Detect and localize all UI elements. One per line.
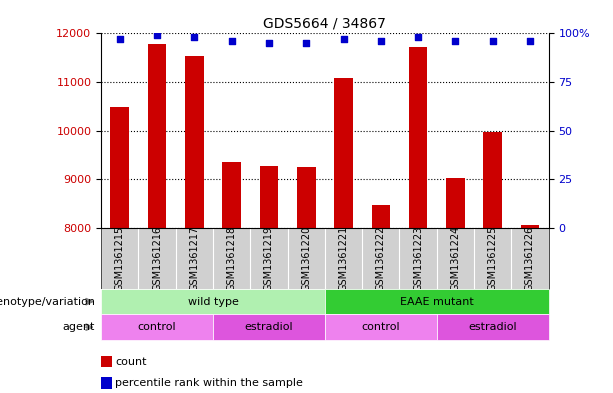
Text: GSM1361217: GSM1361217: [189, 226, 199, 291]
Text: EAAE mutant: EAAE mutant: [400, 297, 474, 307]
Point: [376, 38, 386, 44]
Point: [338, 36, 348, 42]
Point: [302, 40, 311, 46]
Text: count: count: [115, 356, 147, 367]
Bar: [436, 314, 549, 340]
Bar: [223, 162, 241, 228]
Bar: [148, 44, 166, 228]
Text: GSM1361221: GSM1361221: [338, 226, 349, 291]
Text: control: control: [138, 322, 177, 332]
Text: GSM1361222: GSM1361222: [376, 226, 386, 291]
Text: estradiol: estradiol: [245, 322, 293, 332]
Bar: [371, 205, 390, 228]
Bar: [101, 314, 213, 340]
Text: GSM1361224: GSM1361224: [451, 226, 460, 291]
Bar: [484, 132, 502, 228]
Bar: [101, 289, 325, 314]
Text: wild type: wild type: [188, 297, 238, 307]
Text: genotype/variation: genotype/variation: [0, 297, 95, 307]
Bar: [297, 167, 316, 228]
Point: [413, 34, 423, 40]
Point: [115, 36, 124, 42]
Point: [189, 34, 199, 40]
Text: agent: agent: [63, 322, 95, 332]
Point: [227, 38, 237, 44]
Bar: [409, 46, 427, 228]
Text: GSM1361219: GSM1361219: [264, 226, 274, 291]
Bar: [325, 289, 549, 314]
Text: control: control: [362, 322, 400, 332]
Text: GSM1361218: GSM1361218: [227, 226, 237, 291]
Bar: [325, 314, 436, 340]
Text: GSM1361220: GSM1361220: [301, 226, 311, 291]
Title: GDS5664 / 34867: GDS5664 / 34867: [264, 17, 386, 31]
Bar: [110, 107, 129, 228]
Point: [488, 38, 498, 44]
Bar: [520, 225, 539, 228]
Point: [264, 40, 274, 46]
Text: percentile rank within the sample: percentile rank within the sample: [115, 378, 303, 388]
Bar: [213, 314, 325, 340]
Text: GSM1361223: GSM1361223: [413, 226, 423, 291]
Text: GSM1361225: GSM1361225: [488, 226, 498, 291]
Bar: [446, 178, 465, 228]
Text: estradiol: estradiol: [468, 322, 517, 332]
Point: [152, 32, 162, 39]
Bar: [334, 78, 353, 228]
Point: [451, 38, 460, 44]
Text: GSM1361216: GSM1361216: [152, 226, 162, 291]
Text: GSM1361215: GSM1361215: [115, 226, 125, 291]
Bar: [260, 166, 278, 228]
Point: [525, 38, 535, 44]
Bar: [185, 56, 204, 228]
Text: GSM1361226: GSM1361226: [525, 226, 535, 291]
